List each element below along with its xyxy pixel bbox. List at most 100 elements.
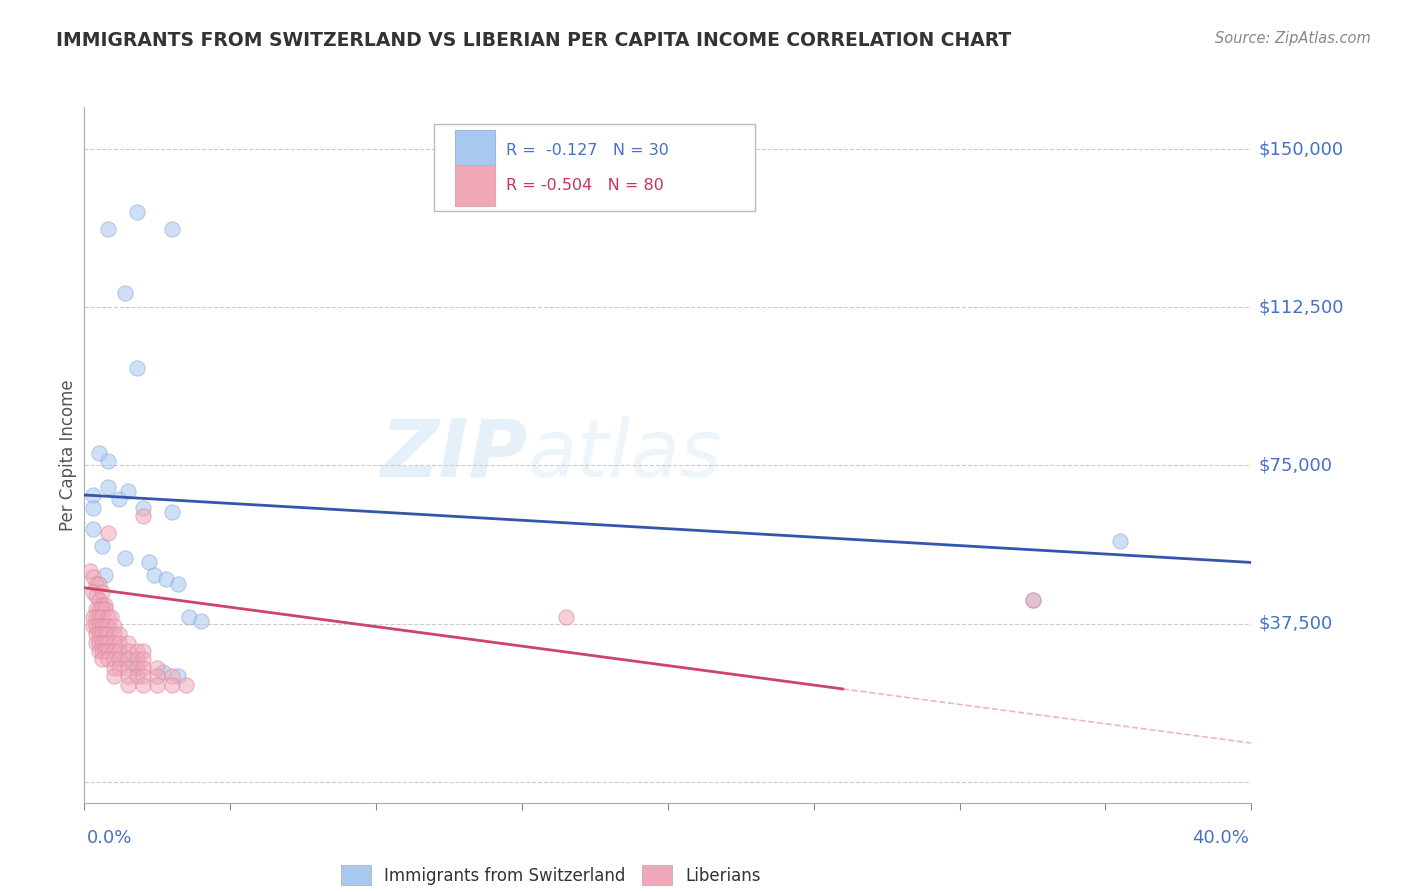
Point: [117, 678, 139, 692]
Point: [166, 669, 188, 683]
Point: [1021, 593, 1043, 607]
Point: [103, 618, 125, 632]
Point: [84, 635, 107, 649]
Point: [117, 483, 139, 498]
Point: [155, 572, 177, 586]
Point: [117, 652, 139, 666]
Point: [94, 627, 117, 641]
Point: [132, 652, 155, 666]
Text: $75,000: $75,000: [1258, 457, 1333, 475]
Point: [108, 652, 131, 666]
Point: [84, 627, 107, 641]
Point: [108, 492, 131, 507]
Point: [82, 522, 104, 536]
Point: [132, 644, 155, 658]
Point: [87, 618, 110, 632]
Point: [103, 635, 125, 649]
Point: [1109, 534, 1132, 549]
Point: [97, 652, 120, 666]
Point: [146, 669, 169, 683]
Point: [82, 618, 104, 632]
Point: [108, 627, 131, 641]
Point: [90, 627, 112, 641]
Point: [108, 644, 131, 658]
Text: 40.0%: 40.0%: [1192, 829, 1249, 847]
Point: [103, 669, 125, 683]
Point: [160, 505, 183, 519]
Point: [90, 598, 112, 612]
Point: [84, 589, 107, 603]
Point: [125, 361, 148, 376]
Text: $37,500: $37,500: [1258, 615, 1333, 632]
Point: [87, 446, 110, 460]
Point: [117, 661, 139, 675]
Point: [97, 627, 120, 641]
Point: [97, 644, 120, 658]
Point: [90, 602, 112, 616]
Point: [103, 644, 125, 658]
Point: [132, 669, 155, 683]
Point: [103, 652, 125, 666]
Point: [82, 500, 104, 515]
Point: [90, 652, 112, 666]
Text: R = -0.504   N = 80: R = -0.504 N = 80: [506, 178, 664, 193]
Point: [114, 551, 136, 566]
Text: ZIP: ZIP: [381, 416, 527, 494]
Point: [79, 564, 101, 578]
Point: [97, 618, 120, 632]
Point: [125, 661, 148, 675]
Point: [100, 610, 122, 624]
Point: [90, 618, 112, 632]
Point: [1021, 593, 1043, 607]
Point: [117, 635, 139, 649]
Point: [97, 222, 120, 236]
Point: [87, 644, 110, 658]
Point: [190, 615, 212, 629]
Point: [146, 678, 169, 692]
FancyBboxPatch shape: [456, 130, 495, 171]
Point: [94, 644, 117, 658]
Point: [132, 661, 155, 675]
Point: [125, 652, 148, 666]
Point: [94, 635, 117, 649]
Point: [97, 454, 120, 468]
Point: [87, 627, 110, 641]
Point: [90, 610, 112, 624]
Point: [125, 644, 148, 658]
Point: [114, 285, 136, 300]
Point: [103, 661, 125, 675]
Point: [94, 568, 117, 582]
Text: Source: ZipAtlas.com: Source: ZipAtlas.com: [1215, 31, 1371, 46]
Point: [122, 657, 145, 671]
Point: [103, 627, 125, 641]
Point: [152, 665, 174, 679]
Point: [117, 669, 139, 683]
Point: [82, 570, 104, 584]
Text: R =  -0.127   N = 30: R = -0.127 N = 30: [506, 143, 668, 158]
Point: [97, 635, 120, 649]
Point: [84, 576, 107, 591]
Point: [97, 479, 120, 493]
Point: [114, 652, 136, 666]
Point: [90, 539, 112, 553]
Point: [90, 644, 112, 658]
Point: [87, 635, 110, 649]
Point: [84, 602, 107, 616]
FancyBboxPatch shape: [434, 124, 755, 211]
Point: [87, 576, 110, 591]
Text: 0.0%: 0.0%: [87, 829, 132, 847]
Point: [97, 610, 120, 624]
Point: [90, 585, 112, 599]
Point: [132, 678, 155, 692]
Point: [179, 610, 201, 624]
Point: [94, 598, 117, 612]
Point: [87, 593, 110, 607]
Point: [87, 602, 110, 616]
Point: [87, 610, 110, 624]
Point: [132, 500, 155, 515]
Point: [82, 488, 104, 502]
Point: [84, 618, 107, 632]
Point: [176, 678, 198, 692]
Point: [108, 635, 131, 649]
Point: [132, 509, 155, 524]
